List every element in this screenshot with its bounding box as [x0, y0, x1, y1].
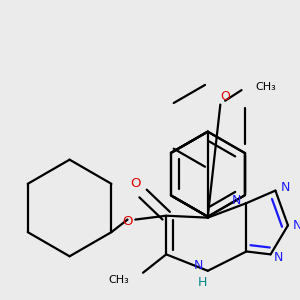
Text: N: N — [232, 194, 242, 207]
Text: CH₃: CH₃ — [109, 275, 130, 286]
Text: N: N — [274, 251, 283, 264]
Text: H: H — [198, 276, 208, 289]
Text: N: N — [280, 181, 290, 194]
Text: O: O — [220, 90, 230, 104]
Text: N: N — [194, 260, 203, 272]
Text: O: O — [130, 177, 140, 190]
Text: O: O — [122, 215, 133, 228]
Text: N: N — [293, 219, 300, 232]
Text: CH₃: CH₃ — [255, 82, 276, 92]
